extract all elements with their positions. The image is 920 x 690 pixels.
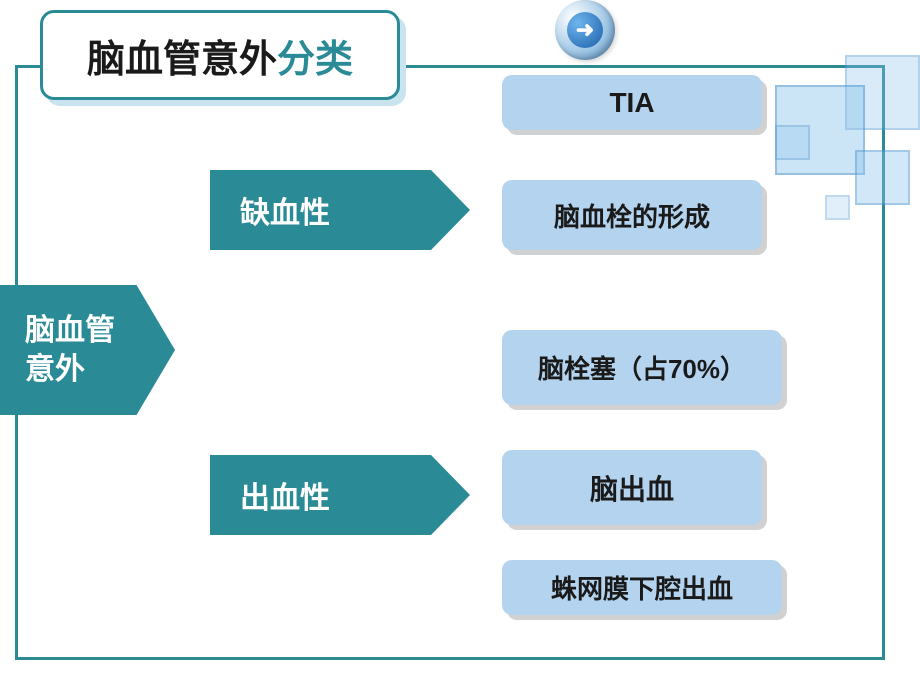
branch-ischemic: 缺血性 (210, 170, 470, 250)
leaf-thrombosis-label: 脑血栓的形成 (554, 197, 710, 234)
leaf-tia-label: TIA (609, 87, 654, 119)
leaf-sah-label: 蛛网膜下腔出血 (551, 569, 733, 606)
branch-ischemic-label: 缺血性 (240, 188, 330, 232)
leaf-embolism: 脑栓塞（占70%） (502, 330, 782, 405)
root-line1: 脑血管 (25, 311, 115, 350)
leaf-sah: 蛛网膜下腔出血 (502, 560, 782, 615)
arrow-glyph: ➜ (567, 12, 603, 48)
leaf-tia: TIA (502, 75, 762, 130)
title-accent: 分类 (277, 39, 353, 81)
title-box: 脑血管意外分类 (40, 10, 400, 100)
leaf-ich-label: 脑出血 (590, 468, 674, 508)
leaf-thrombosis: 脑血栓的形成 (502, 180, 762, 250)
branch-hemorrhagic: 出血性 (210, 455, 470, 535)
branch-hemorrhagic-label: 出血性 (240, 473, 330, 517)
leaf-ich: 脑出血 (502, 450, 762, 525)
leaf-embolism-label: 脑栓塞（占70%） (538, 349, 746, 386)
title-main: 脑血管意外 (87, 39, 277, 81)
arrow-badge-icon: ➜ (555, 0, 615, 60)
root-line2: 意外 (25, 350, 85, 389)
